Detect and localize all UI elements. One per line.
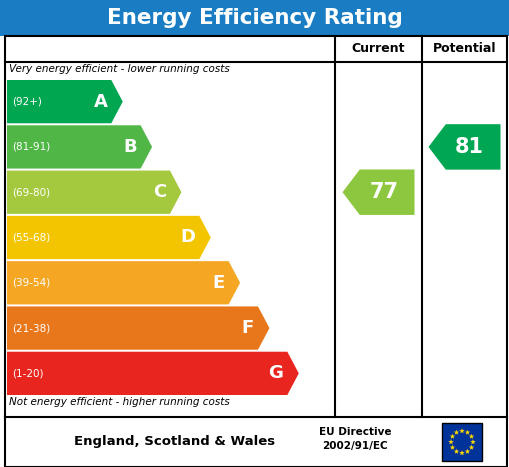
Polygon shape — [448, 439, 454, 444]
Polygon shape — [343, 170, 414, 215]
Text: 77: 77 — [369, 182, 398, 202]
Text: (55-68): (55-68) — [12, 233, 50, 242]
Text: England, Scotland & Wales: England, Scotland & Wales — [74, 436, 275, 448]
Text: (92+): (92+) — [12, 97, 42, 106]
Text: Very energy efficient - lower running costs: Very energy efficient - lower running co… — [9, 64, 230, 74]
Text: Potential: Potential — [433, 42, 496, 56]
Text: EU Directive
2002/91/EC: EU Directive 2002/91/EC — [319, 427, 391, 451]
Text: (81-91): (81-91) — [12, 142, 50, 152]
Text: (21-38): (21-38) — [12, 323, 50, 333]
Text: F: F — [242, 319, 254, 337]
Text: E: E — [212, 274, 224, 292]
Text: Not energy efficient - higher running costs: Not energy efficient - higher running co… — [9, 397, 230, 407]
Text: (1-20): (1-20) — [12, 368, 43, 378]
Bar — [442, 423, 482, 461]
Text: (39-54): (39-54) — [12, 278, 50, 288]
Polygon shape — [7, 80, 123, 123]
Text: Energy Efficiency Rating: Energy Efficiency Rating — [106, 8, 403, 28]
Text: (69-80): (69-80) — [12, 187, 50, 197]
Polygon shape — [7, 216, 211, 259]
Polygon shape — [7, 352, 299, 395]
Polygon shape — [454, 430, 459, 435]
Bar — [0, 0, 509, 36]
Text: B: B — [123, 138, 136, 156]
Polygon shape — [470, 439, 476, 444]
Polygon shape — [7, 261, 240, 304]
Polygon shape — [454, 449, 459, 454]
Polygon shape — [465, 449, 470, 454]
Text: 81: 81 — [455, 137, 484, 157]
Polygon shape — [429, 124, 500, 170]
Text: C: C — [153, 183, 166, 201]
Polygon shape — [450, 445, 455, 450]
Polygon shape — [450, 434, 455, 439]
Polygon shape — [7, 125, 152, 169]
Polygon shape — [459, 450, 465, 455]
Polygon shape — [459, 428, 465, 433]
Polygon shape — [7, 306, 269, 350]
Polygon shape — [469, 434, 474, 439]
Polygon shape — [465, 430, 470, 435]
Polygon shape — [469, 445, 474, 450]
Text: G: G — [268, 364, 284, 382]
Polygon shape — [7, 170, 181, 214]
Text: Current: Current — [352, 42, 405, 56]
Text: A: A — [94, 92, 107, 111]
Text: D: D — [180, 228, 195, 247]
